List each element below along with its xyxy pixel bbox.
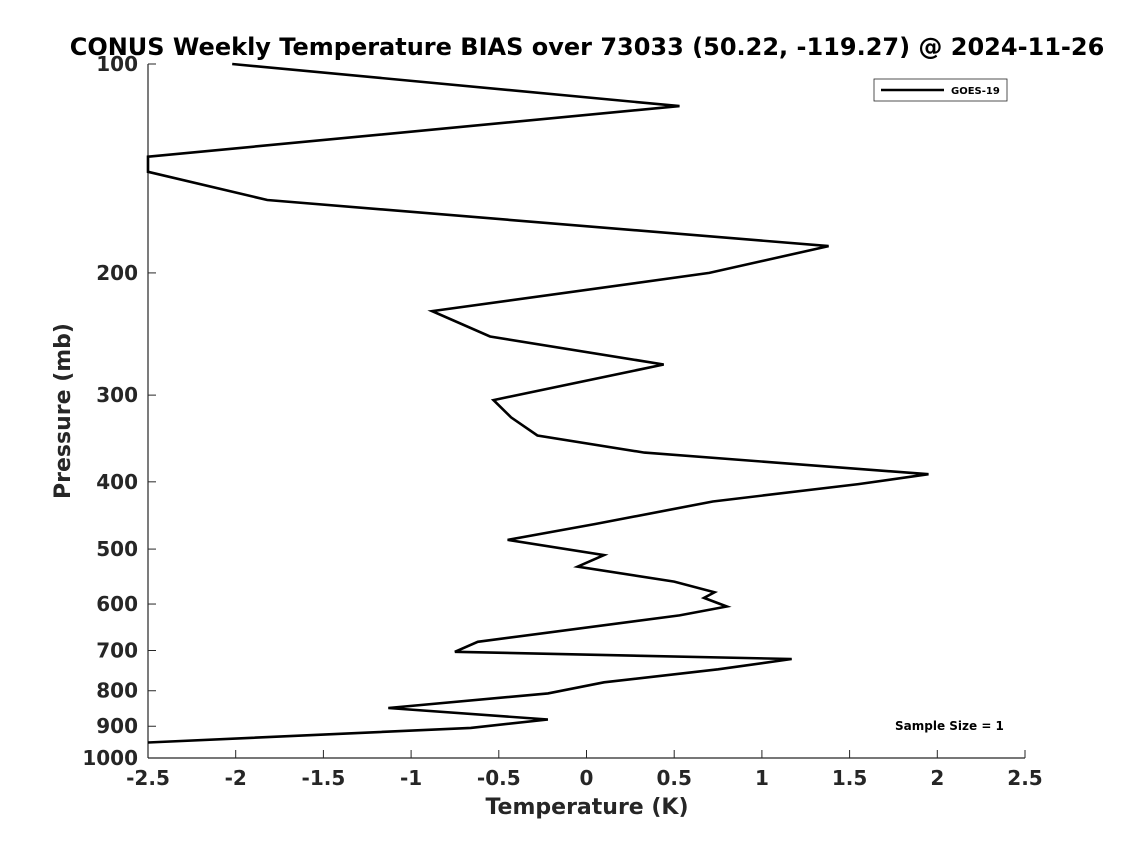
x-tick-label: -1 [400,766,422,790]
x-axis-label: Temperature (K) [485,795,688,820]
y-ticks: 100 200 300 400 500 600 700 800 900 1000 [82,52,156,770]
legend-label-goes-19: GOES-19 [951,86,1000,97]
y-tick-label: 400 [96,470,138,494]
x-tick-label: 0.5 [656,766,691,790]
chart-title: CONUS Weekly Temperature BIAS over 73033… [70,33,1105,61]
plot-area: -2.5 -2 -1.5 -1 -0.5 0 0.5 1 1.5 2 2.5 100 200 300 40… [82,52,1042,790]
x-tick-label: -2.5 [126,766,170,790]
axes-box [148,64,1025,758]
x-tick-label: 1.5 [832,766,867,790]
x-tick-label: 2 [930,766,944,790]
legend: GOES-19 [873,78,1008,102]
x-tick-label: -2 [225,766,247,790]
y-tick-label: 500 [96,537,138,561]
y-tick-label: 100 [96,52,138,76]
x-tick-label: 2.5 [1007,766,1042,790]
y-tick-label: 300 [96,383,138,407]
sample-size-annotation: Sample Size = 1 [895,719,1004,733]
x-tick-label: -0.5 [477,766,521,790]
y-axis-label: Pressure (mb) [51,323,76,499]
x-tick-label: 0 [580,766,594,790]
y-tick-label: 600 [96,592,138,616]
y-tick-label: 800 [96,679,138,703]
x-ticks: -2.5 -2 -1.5 -1 -0.5 0 0.5 1 1.5 2 2.5 [126,750,1043,790]
y-tick-label: 200 [96,261,138,285]
x-tick-label: -1.5 [302,766,346,790]
y-tick-label: 1000 [82,746,138,770]
y-tick-label: 900 [96,714,138,738]
y-tick-label: 700 [96,638,138,662]
series-line-goes-19 [146,62,929,744]
x-tick-label: 1 [755,766,769,790]
series-lines [146,62,929,744]
